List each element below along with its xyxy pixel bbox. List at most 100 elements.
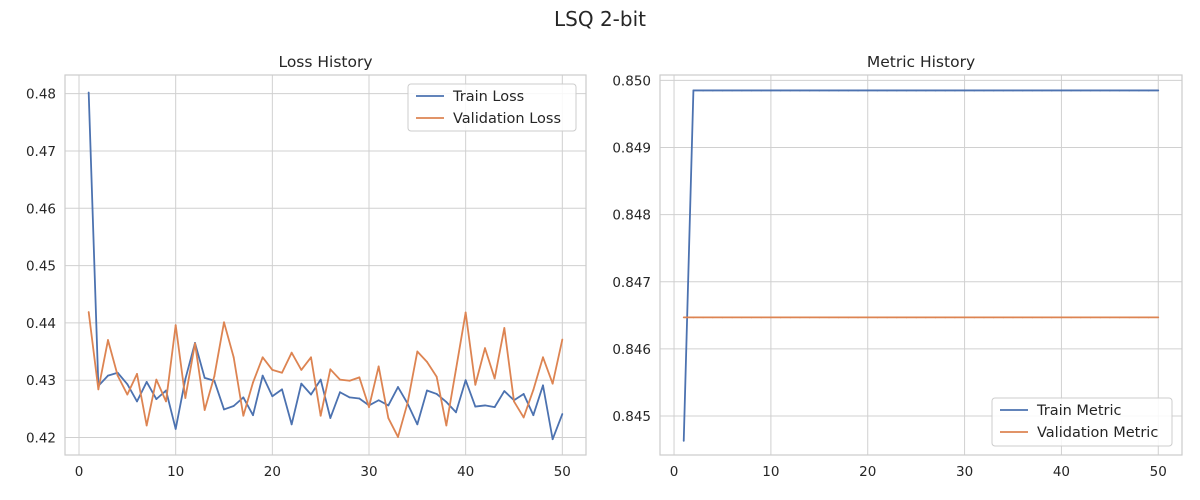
train-loss-point (290, 423, 293, 426)
validation-metric-point (711, 316, 714, 319)
x-tick-label: 40 (457, 464, 474, 480)
validation-loss-point (281, 371, 283, 374)
train-metric-point (769, 89, 772, 92)
train-metric-point (702, 89, 704, 92)
y-tick-label: 0.847 (612, 275, 651, 291)
validation-metric-point (1031, 316, 1034, 319)
validation-metric-point (740, 316, 743, 319)
validation-metric-point (973, 316, 976, 319)
train-loss-point (358, 397, 361, 400)
x-tick-label: 50 (1150, 464, 1167, 480)
validation-loss-point (213, 375, 216, 378)
train-metric-point (837, 89, 840, 92)
train-metric-point (1099, 89, 1102, 92)
validation-loss-point (522, 416, 525, 419)
validation-metric-point (905, 316, 908, 319)
grid (660, 75, 1182, 455)
train-loss-point (348, 396, 351, 399)
train-loss-point (174, 428, 177, 430)
train-metric-point (1031, 89, 1034, 92)
validation-metric-point (847, 316, 850, 319)
x-tick-label: 20 (859, 464, 876, 480)
validation-metric-point (750, 316, 753, 319)
train-loss-point (261, 374, 264, 377)
validation-metric-series (682, 316, 1160, 319)
y-tick-label: 0.45 (26, 259, 56, 275)
validation-metric-point (808, 316, 811, 319)
train-loss-point (136, 400, 138, 403)
validation-loss-point (145, 424, 148, 427)
validation-metric-point (1157, 316, 1160, 319)
train-metric-point (1147, 89, 1150, 92)
x-tick-label: 10 (167, 464, 184, 480)
train-loss-point (242, 396, 245, 399)
train-loss-point (522, 393, 525, 395)
validation-loss-point (329, 368, 332, 371)
train-loss-point (126, 383, 129, 386)
train-metric-point (750, 89, 753, 92)
validation-loss-point (493, 377, 496, 380)
validation-loss-point (435, 375, 438, 378)
validation-loss-point (242, 414, 245, 417)
y-tick-label: 0.850 (612, 73, 651, 89)
train-loss-series (87, 91, 564, 441)
loss-history-panel: Loss History 0 10 20 30 40 50 0.42 0.43 0.44 0.45… (26, 53, 587, 480)
validation-metric-point (837, 316, 840, 319)
train-metric-point (973, 89, 976, 92)
train-metric-point (944, 89, 947, 92)
validation-metric-point (1002, 316, 1005, 319)
validation-metric-point (1138, 316, 1140, 319)
validation-loss-point (464, 311, 467, 314)
validation-metric-point (944, 316, 947, 319)
train-loss-point (107, 374, 109, 377)
train-metric-point (1079, 89, 1082, 92)
train-loss-point (155, 398, 158, 401)
y-tick-label: 0.848 (612, 208, 651, 224)
train-metric-point (740, 89, 743, 92)
validation-loss-point (310, 356, 312, 359)
validation-metric-point (924, 316, 927, 319)
validation-metric-point (1070, 316, 1073, 319)
validation-metric-point (731, 316, 734, 319)
validation-loss-point (184, 397, 187, 399)
train-loss-point (493, 406, 496, 409)
train-metric-point (692, 89, 695, 92)
validation-loss-point (87, 311, 90, 313)
validation-loss-point (348, 379, 351, 382)
train-loss-point (551, 438, 554, 441)
train-loss-point (387, 404, 390, 407)
train-loss-point (435, 393, 438, 395)
train-loss-point (484, 404, 486, 407)
x-tick-label: 0 (75, 464, 84, 480)
validation-metric-point (1108, 316, 1111, 319)
validation-metric-point (760, 316, 763, 319)
train-loss-point (464, 379, 467, 382)
train-metric-point (779, 89, 782, 92)
validation-loss-point (194, 342, 196, 345)
validation-loss-point (368, 406, 370, 409)
validation-loss-point (387, 417, 390, 419)
train-loss-point (223, 408, 225, 411)
validation-loss-point (126, 393, 129, 396)
train-metric-point (905, 89, 908, 92)
validation-loss-point (406, 401, 409, 404)
y-tick-label: 0.846 (612, 342, 651, 358)
train-loss-point (319, 378, 322, 381)
train-metric-point (828, 89, 830, 92)
validation-metric-point (866, 316, 869, 319)
train-loss-point (377, 399, 380, 402)
train-metric-point (866, 89, 869, 92)
validation-metric-point (1089, 316, 1092, 319)
validation-metric-point (876, 316, 879, 319)
train-metric-point (992, 89, 995, 92)
validation-metric-point (789, 316, 792, 319)
y-tick-label: 0.43 (26, 373, 56, 389)
validation-loss-point (474, 383, 477, 386)
legend: Train Metric Validation Metric (991, 397, 1173, 447)
x-tick-label: 30 (956, 464, 973, 480)
train-metric-point (1041, 89, 1043, 92)
validation-loss-point (426, 360, 428, 363)
train-loss-point (445, 401, 448, 403)
y-tick-label: 0.46 (26, 201, 56, 217)
validation-loss-point (174, 324, 177, 327)
